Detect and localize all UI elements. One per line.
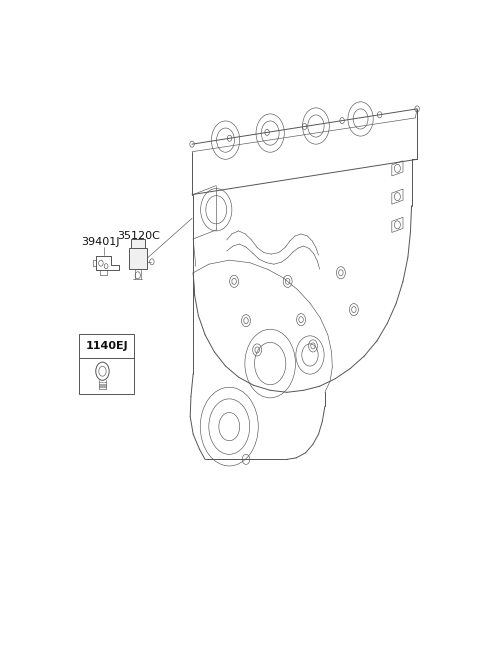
Polygon shape: [131, 239, 145, 248]
Text: 35120C: 35120C: [118, 231, 160, 241]
Polygon shape: [129, 248, 147, 269]
Text: 39401J: 39401J: [82, 237, 120, 247]
Text: 1140EJ: 1140EJ: [85, 341, 128, 351]
